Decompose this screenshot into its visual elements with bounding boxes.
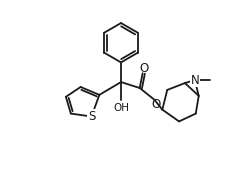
Text: OH: OH bbox=[113, 103, 129, 113]
Text: N: N bbox=[190, 74, 199, 87]
Text: S: S bbox=[88, 110, 95, 123]
Text: O: O bbox=[152, 98, 161, 111]
Text: O: O bbox=[139, 62, 148, 75]
